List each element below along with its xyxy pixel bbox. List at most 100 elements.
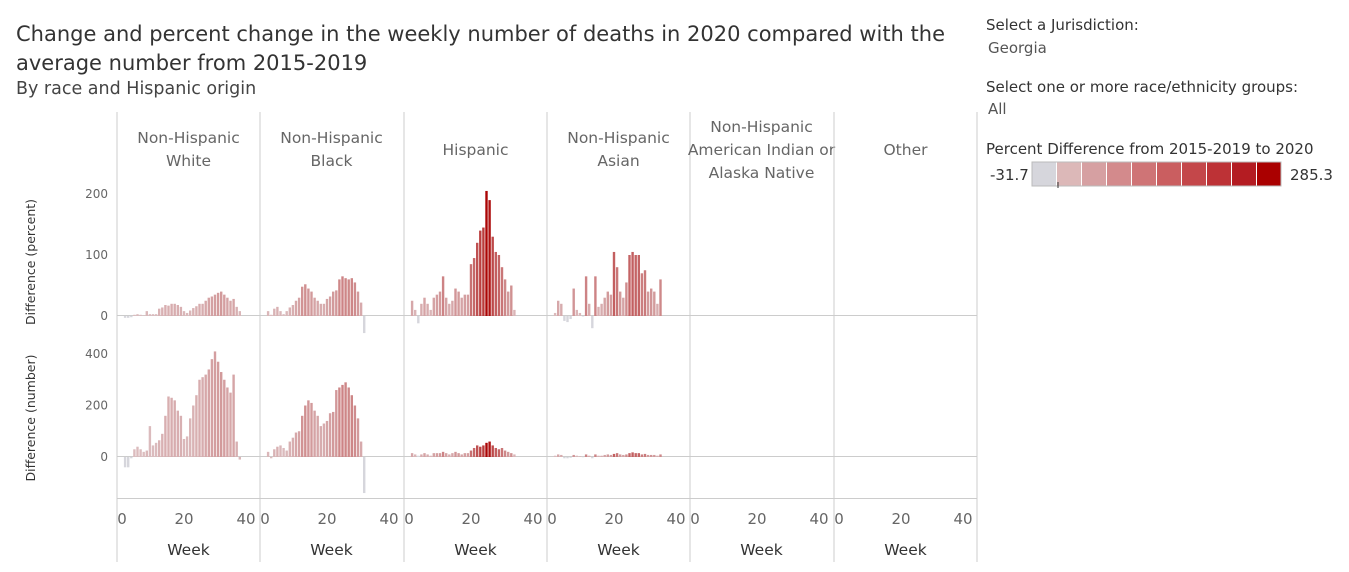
bar-percent bbox=[161, 307, 164, 316]
bar-percent bbox=[560, 303, 563, 316]
bar-number bbox=[201, 377, 204, 457]
bar-percent bbox=[429, 309, 432, 316]
legend-color-step bbox=[1232, 162, 1256, 186]
bar-percent bbox=[491, 236, 494, 316]
bar-percent bbox=[469, 264, 473, 316]
panel-title: Other bbox=[883, 141, 928, 159]
bar-number bbox=[479, 446, 482, 457]
bar-percent bbox=[500, 267, 504, 316]
bar-percent bbox=[213, 294, 217, 316]
bar-number bbox=[164, 415, 167, 457]
bar-percent bbox=[189, 310, 192, 316]
bar-percent bbox=[266, 311, 270, 316]
bar-percent bbox=[628, 255, 631, 316]
bar-number bbox=[460, 454, 463, 457]
x-tick-label: 0 bbox=[690, 510, 700, 528]
bar-percent bbox=[566, 316, 569, 323]
bar-percent bbox=[575, 309, 578, 316]
bar-number bbox=[213, 351, 217, 457]
bar-number bbox=[441, 451, 445, 457]
bar-percent bbox=[133, 314, 136, 316]
bar-percent bbox=[328, 296, 332, 316]
panel-title: Asian bbox=[597, 152, 639, 170]
bar-number bbox=[485, 442, 488, 457]
bar-percent bbox=[297, 297, 301, 316]
bar-number bbox=[173, 400, 176, 457]
bar-number bbox=[288, 441, 291, 457]
legend-color-step bbox=[1132, 162, 1156, 186]
bar-percent bbox=[301, 286, 304, 316]
x-tick-label: 20 bbox=[747, 510, 766, 528]
bar-number bbox=[158, 440, 161, 457]
legend-color-step bbox=[1157, 162, 1181, 186]
bar-number bbox=[640, 454, 644, 457]
bar-number bbox=[429, 455, 432, 457]
bar-number bbox=[494, 447, 497, 457]
x-tick-label: 0 bbox=[117, 510, 127, 528]
x-tick-label: 0 bbox=[547, 510, 557, 528]
race-group-select[interactable]: All bbox=[988, 100, 1007, 118]
bar-percent bbox=[410, 300, 414, 316]
x-tick-label: 40 bbox=[379, 510, 398, 528]
bar-number bbox=[581, 456, 585, 458]
bar-percent bbox=[170, 303, 173, 316]
bar-number bbox=[198, 379, 201, 457]
bar-percent bbox=[603, 297, 606, 316]
bar-percent bbox=[338, 279, 341, 316]
bar-number bbox=[210, 359, 214, 457]
x-axis-label: Week bbox=[884, 541, 926, 559]
bar-percent bbox=[457, 291, 460, 316]
bar-number bbox=[151, 445, 155, 457]
bar-number bbox=[563, 457, 566, 459]
bar-number bbox=[297, 431, 301, 457]
bar-number bbox=[575, 455, 578, 457]
bar-number bbox=[294, 432, 298, 457]
legend-border bbox=[1031, 161, 1282, 187]
bar-percent bbox=[488, 200, 491, 316]
bar-number bbox=[350, 395, 353, 457]
bar-percent bbox=[479, 230, 482, 316]
bar-number bbox=[130, 457, 133, 459]
legend-color-step bbox=[1032, 162, 1056, 186]
bar-number bbox=[279, 445, 282, 457]
bar-number bbox=[359, 441, 363, 457]
x-tick-label: 0 bbox=[404, 510, 414, 528]
bar-number bbox=[591, 457, 594, 459]
bar-percent bbox=[350, 278, 353, 316]
bar-number bbox=[182, 438, 186, 457]
bar-number bbox=[139, 449, 142, 457]
bar-number bbox=[503, 450, 507, 457]
bar-number bbox=[307, 400, 310, 457]
bar-percent bbox=[341, 276, 344, 316]
bar-number bbox=[353, 405, 357, 457]
bar-percent bbox=[145, 311, 148, 316]
bar-percent bbox=[423, 297, 426, 316]
bar-percent bbox=[441, 276, 445, 316]
bar-number bbox=[223, 379, 226, 457]
bar-percent bbox=[154, 314, 158, 316]
bar-number bbox=[142, 451, 145, 457]
jurisdiction-select[interactable]: Georgia bbox=[988, 39, 1047, 57]
bar-number bbox=[438, 453, 442, 457]
bar-percent bbox=[494, 251, 497, 316]
bar-percent bbox=[640, 273, 644, 316]
bar-number bbox=[229, 392, 232, 457]
y-tick-label: 0 bbox=[100, 309, 108, 323]
bar-percent bbox=[615, 267, 619, 316]
bar-number bbox=[472, 447, 476, 457]
bar-percent bbox=[136, 314, 139, 316]
bar-number bbox=[170, 397, 173, 457]
bar-percent bbox=[363, 316, 366, 334]
bar-percent bbox=[588, 303, 591, 316]
bar-percent bbox=[198, 303, 201, 316]
bar-percent bbox=[226, 297, 229, 316]
bar-percent bbox=[438, 291, 442, 316]
bar-number bbox=[220, 372, 223, 457]
bar-number bbox=[136, 446, 139, 457]
bar-percent bbox=[316, 300, 319, 316]
bar-number bbox=[316, 415, 319, 457]
bar-percent bbox=[619, 291, 622, 316]
bar-percent bbox=[310, 291, 313, 316]
x-tick-label: 40 bbox=[666, 510, 685, 528]
legend-title: Percent Difference from 2015-2019 to 202… bbox=[986, 140, 1314, 158]
